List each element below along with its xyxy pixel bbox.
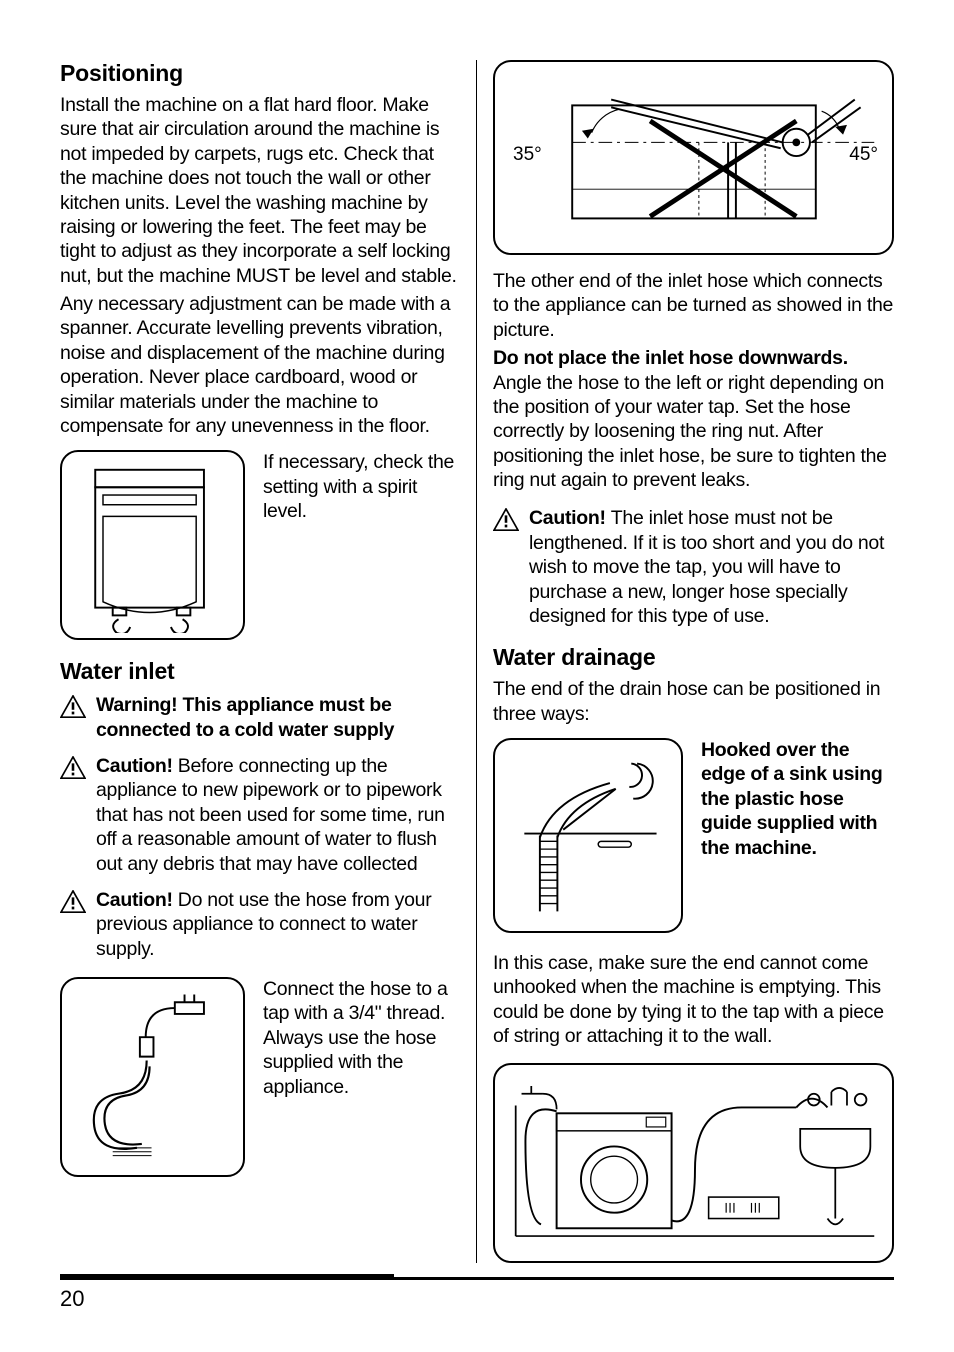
- figure-inlet-angle: 35° 45°: [493, 60, 894, 255]
- caution-hose-length: Caution! The inlet hose must not be leng…: [493, 506, 894, 632]
- heading-water-drainage: Water drainage: [493, 644, 894, 671]
- caution-pipework: Caution! Before connecting up the applia…: [60, 754, 460, 880]
- right-p1: The other end of the inlet hose which co…: [493, 269, 894, 342]
- caution1-text: Caution! Before connecting up the applia…: [96, 754, 460, 876]
- warning-icon: [493, 508, 519, 532]
- fig1-caption: If necessary, check the setting with a s…: [263, 450, 460, 523]
- right-bold-line: Do not place the inlet hose downwards. A…: [493, 346, 894, 492]
- drain-after: In this case, make sure the end cannot c…: [493, 951, 894, 1049]
- warning-icon: [60, 890, 86, 914]
- figure-drain-setup: [493, 1063, 894, 1263]
- left-column: Positioning Install the machine on a fla…: [60, 60, 477, 1263]
- heading-positioning: Positioning: [60, 60, 460, 87]
- fig2-caption: Connect the hose to a tap with a 3/4" th…: [263, 977, 460, 1099]
- drain-fig-caption: Hooked over the edge of a sink using the…: [701, 738, 894, 860]
- figure-hose-tap: [60, 977, 245, 1177]
- warning-icon: [60, 695, 86, 719]
- warning-icon: [60, 756, 86, 780]
- angle-45: 45°: [849, 144, 878, 166]
- caution-old-hose: Caution! Do not use the hose from your p…: [60, 888, 460, 965]
- page-number: 20: [60, 1286, 84, 1312]
- right-column: 35° 45° The other end of the inlet hose …: [477, 60, 894, 1263]
- angle-35: 35°: [513, 144, 542, 166]
- warning-text: Warning! This appliance must be connecte…: [96, 693, 460, 742]
- caution-hose-length-text: Caution! The inlet hose must not be leng…: [529, 506, 894, 628]
- positioning-p1: Install the machine on a flat hard floor…: [60, 93, 460, 288]
- figure-machine-level: [60, 450, 245, 640]
- positioning-p2: Any necessary adjustment can be made wit…: [60, 292, 460, 438]
- drain-intro: The end of the drain hose can be positio…: [493, 677, 894, 726]
- warning-cold-water: Warning! This appliance must be connecte…: [60, 693, 460, 746]
- caution2-text: Caution! Do not use the hose from your p…: [96, 888, 460, 961]
- heading-water-inlet: Water inlet: [60, 658, 460, 685]
- figure-drain-hook: [493, 738, 683, 933]
- footer-rule: [60, 1277, 894, 1280]
